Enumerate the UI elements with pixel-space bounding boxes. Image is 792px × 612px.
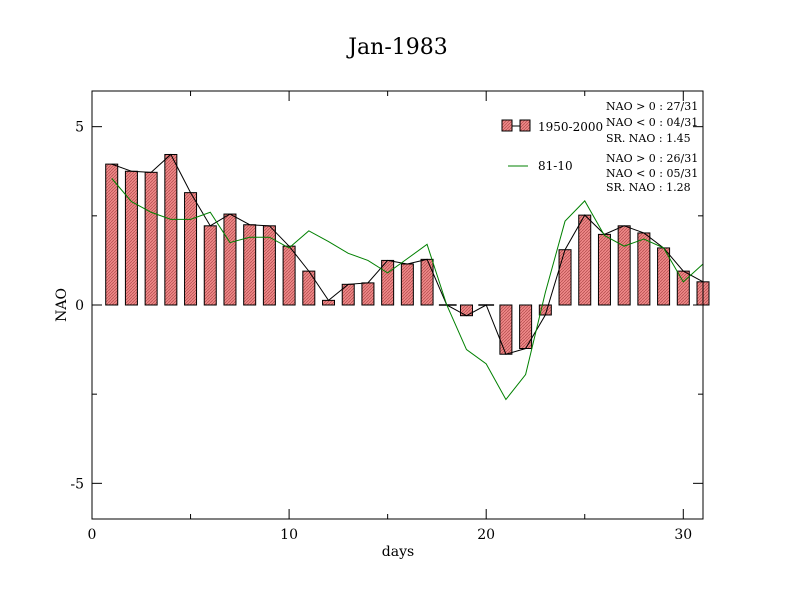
y-tick-label-0: 0 bbox=[75, 298, 84, 314]
bar-day-25 bbox=[578, 214, 592, 306]
bar-day-1 bbox=[105, 163, 119, 306]
bar-day-7 bbox=[223, 213, 237, 306]
bar-day-14 bbox=[361, 282, 375, 306]
legend-swatch-1950-2000 bbox=[501, 119, 531, 132]
bars-layer bbox=[105, 153, 710, 355]
bar-day-3 bbox=[144, 171, 158, 306]
x-tick-label-20: 20 bbox=[477, 527, 495, 543]
bar-day-17 bbox=[420, 258, 434, 306]
bar-day-2 bbox=[124, 170, 138, 306]
series-81-10-line bbox=[111, 178, 704, 401]
bar-day-26 bbox=[597, 233, 611, 306]
lines-layer bbox=[111, 153, 704, 401]
legend: 1950-2000 81-10 NAO > 0 : 27/31 NAO < 0 … bbox=[501, 100, 698, 194]
x-tick-label-10: 10 bbox=[280, 527, 298, 543]
legend-label-81-10: 81-10 bbox=[538, 159, 573, 173]
stats-1-line-3: SR. NAO : 1.45 bbox=[606, 132, 691, 145]
y-tick-label--5: -5 bbox=[70, 476, 84, 492]
bar-day-15 bbox=[381, 259, 395, 306]
x-tick-label-0: 0 bbox=[88, 527, 97, 543]
chart-title: Jan-1983 bbox=[346, 35, 448, 60]
stats-1-line-2: NAO < 0 : 04/31 bbox=[606, 116, 698, 129]
bar-day-21 bbox=[499, 304, 513, 355]
bar-day-30 bbox=[676, 270, 690, 306]
stats-2-line-2: NAO < 0 : 05/31 bbox=[606, 167, 698, 180]
series-1950-2000-line bbox=[111, 153, 704, 355]
bar-day-19 bbox=[459, 304, 473, 317]
stats-2-line-3: SR. NAO : 1.28 bbox=[606, 181, 691, 194]
bar-day-4 bbox=[164, 153, 178, 306]
y-tick-label-5: 5 bbox=[75, 120, 84, 136]
x-axis-label: days bbox=[382, 544, 414, 560]
bar-day-16 bbox=[400, 263, 414, 306]
x-tick-label-30: 30 bbox=[674, 527, 692, 543]
bar-day-11 bbox=[302, 270, 316, 306]
legend-label-1950-2000: 1950-2000 bbox=[538, 120, 603, 134]
bar-day-10 bbox=[282, 245, 296, 306]
stats-1-line-1: NAO > 0 : 27/31 bbox=[606, 100, 698, 113]
ticks-layer: 0 10 20 30 -5 0 5 bbox=[70, 91, 703, 543]
bar-day-29 bbox=[657, 247, 671, 306]
bar-day-6 bbox=[203, 225, 217, 306]
y-axis-label: NAO bbox=[54, 288, 70, 322]
stats-2-line-1: NAO > 0 : 26/31 bbox=[606, 152, 698, 165]
bar-day-24 bbox=[558, 249, 572, 306]
bar-day-27 bbox=[617, 225, 631, 306]
bar-day-12 bbox=[322, 299, 336, 306]
bar-day-28 bbox=[637, 232, 651, 306]
bar-day-5 bbox=[184, 192, 198, 306]
